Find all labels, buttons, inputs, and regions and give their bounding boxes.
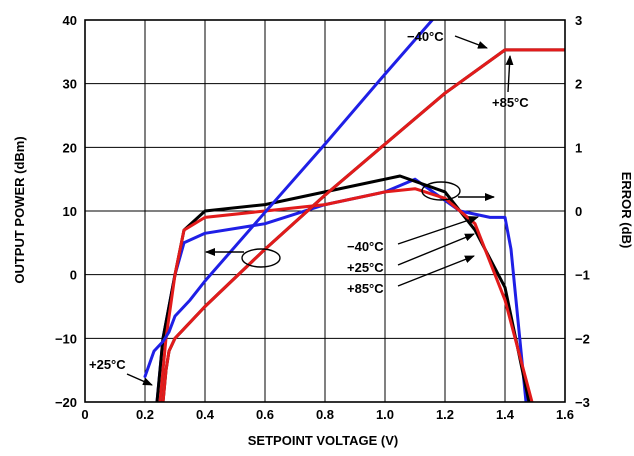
y-tick-label: 40 bbox=[63, 13, 77, 28]
annotation-legend-plus85: +85°C bbox=[347, 281, 384, 296]
y2-tick-label: 0 bbox=[575, 204, 582, 219]
callout-ellipse-output bbox=[241, 248, 281, 268]
tick-labels: 0 0.2 0.4 0.6 0.8 1.0 1.2 1.4 1.6403020100−10−20… bbox=[55, 13, 590, 422]
y-tick-label: −20 bbox=[55, 395, 77, 410]
error-line-minus40 bbox=[155, 177, 528, 402]
error-line-plus25 bbox=[155, 174, 531, 402]
annotations-layer bbox=[126, 35, 514, 386]
error-line-plus85 bbox=[158, 187, 534, 402]
callout-ellipse-error bbox=[421, 181, 461, 201]
y2-tick-label: −3 bbox=[575, 395, 590, 410]
arrow-legend-plus85 bbox=[397, 255, 475, 287]
y-tick-label: 0 bbox=[70, 268, 77, 283]
grid bbox=[85, 20, 565, 402]
x-tick-label: 1.0 bbox=[376, 407, 394, 422]
annotation-top-plus85: +85°C bbox=[492, 95, 529, 110]
y-tick-label: 10 bbox=[63, 204, 77, 219]
arrow-legend-plus25 bbox=[397, 233, 475, 266]
output-power-line-minus40 bbox=[143, 20, 435, 378]
arrow-top-plus85 bbox=[505, 55, 514, 93]
arrow-bottom-plus25 bbox=[126, 373, 153, 386]
arrow-legend-minus40 bbox=[397, 216, 479, 245]
y2-tick-label: −2 bbox=[575, 331, 590, 346]
arrow-top-minus40 bbox=[454, 35, 488, 49]
y2-tick-label: 3 bbox=[575, 13, 582, 28]
x-tick-label: 0 bbox=[81, 407, 88, 422]
annotation-legend-minus40: −40°C bbox=[347, 239, 384, 254]
plot-frame bbox=[84, 19, 566, 403]
annotation-bottom-plus25: +25°C bbox=[89, 357, 126, 372]
x-tick-label: 1.2 bbox=[436, 407, 454, 422]
y-tick-label: −10 bbox=[55, 331, 77, 346]
x-tick-label: 0.8 bbox=[316, 407, 334, 422]
y-tick-label: 30 bbox=[63, 77, 77, 92]
x-axis-label: SETPOINT VOLTAGE (V) bbox=[248, 433, 398, 448]
x-tick-label: 0.2 bbox=[136, 407, 154, 422]
x-tick-label: 0.6 bbox=[256, 407, 274, 422]
x-tick-label: 0.4 bbox=[196, 407, 215, 422]
annotation-legend-plus25: +25°C bbox=[347, 260, 384, 275]
x-tick-label: 1.4 bbox=[496, 407, 515, 422]
y2-tick-label: 2 bbox=[575, 77, 582, 92]
y2-tick-label: −1 bbox=[575, 268, 590, 283]
y-axis-label: OUTPUT POWER (dBm) bbox=[12, 136, 27, 283]
x-tick-label: 1.6 bbox=[556, 407, 574, 422]
y-tick-label: 20 bbox=[63, 140, 77, 155]
annotation-top-minus40: −40°C bbox=[407, 29, 444, 44]
y2-tick-label: 1 bbox=[575, 140, 582, 155]
series-layer bbox=[143, 20, 565, 402]
y2-axis-label: ERROR (dB) bbox=[619, 172, 634, 249]
